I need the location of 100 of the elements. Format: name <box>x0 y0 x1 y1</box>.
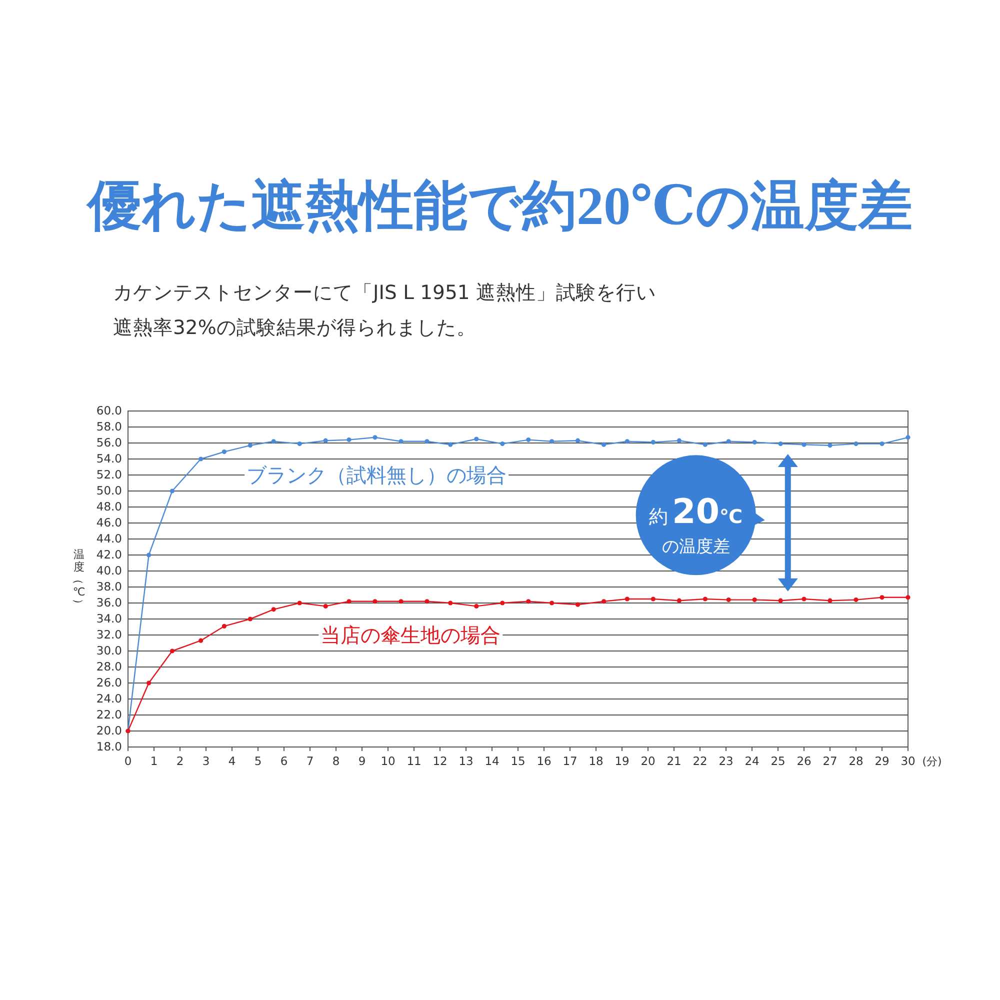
y-tick-label: 20.0 <box>96 724 122 738</box>
y-tick-label: 34.0 <box>96 612 122 626</box>
point <box>576 602 580 607</box>
point <box>424 599 430 604</box>
point <box>424 439 430 444</box>
point <box>550 439 554 444</box>
point <box>576 438 580 443</box>
point <box>526 599 531 604</box>
x-tick-label: 28 <box>848 754 864 768</box>
x-tick-label: 10 <box>380 754 396 768</box>
x-tick-label: 2 <box>176 754 184 768</box>
x-tick-label: 20 <box>640 754 656 768</box>
x-tick-label: 19 <box>614 754 630 768</box>
point <box>474 436 479 442</box>
y-axis-title: 温度（℃） <box>72 548 86 610</box>
x-tick-label: 6 <box>280 754 288 768</box>
y-tick-label: 60.0 <box>96 404 122 418</box>
point <box>802 442 806 447</box>
point <box>198 638 204 643</box>
point <box>676 598 682 603</box>
point <box>702 596 708 602</box>
y-tick-label: 36.0 <box>96 596 122 610</box>
y-tick-label: 58.0 <box>96 420 122 434</box>
y-tick-label: 28.0 <box>96 660 122 674</box>
point <box>526 438 531 442</box>
point <box>500 600 505 606</box>
point <box>146 552 152 558</box>
y-tick-label: 22.0 <box>96 708 122 722</box>
y-tick-label: 48.0 <box>96 500 122 514</box>
point <box>726 598 731 602</box>
point <box>752 598 757 602</box>
point <box>624 439 630 444</box>
y-tick-label: 40.0 <box>96 564 122 578</box>
point <box>778 442 783 446</box>
point <box>650 440 656 444</box>
point <box>854 598 858 602</box>
y-tick-label: 56.0 <box>96 436 122 450</box>
point <box>271 607 276 612</box>
point <box>550 600 554 606</box>
point <box>398 439 404 444</box>
point <box>448 442 453 447</box>
point <box>248 616 252 622</box>
x-tick-label: 15 <box>510 754 526 768</box>
point <box>222 624 226 628</box>
point <box>297 442 302 446</box>
point <box>854 442 858 446</box>
y-tick-label: 18.0 <box>96 740 122 754</box>
chart-subtitle: カケンテストセンターにて「JIS L 1951 遮熱性」試験を行い遮熱率32%の試験結果が得られました。 <box>113 281 656 339</box>
point <box>602 599 606 604</box>
x-tick-label: 18 <box>588 754 604 768</box>
x-tick-label: 0 <box>124 754 132 768</box>
point <box>448 600 453 606</box>
point <box>271 439 276 444</box>
series-label: ブランク（試料無し）の場合 <box>246 462 507 487</box>
x-tick-label: 5 <box>254 754 262 768</box>
point <box>372 435 378 440</box>
x-tick-label: 16 <box>536 754 552 768</box>
point <box>676 438 682 443</box>
point <box>906 595 910 600</box>
point <box>248 443 252 448</box>
x-tick-label: 30 <box>900 754 916 768</box>
x-tick-label: 3 <box>202 754 210 768</box>
x-tick-label: 4 <box>228 754 236 768</box>
y-tick-label: 32.0 <box>96 628 122 642</box>
x-tick-label: 11 <box>406 754 422 768</box>
point <box>346 599 352 604</box>
x-tick-label: 17 <box>562 754 578 768</box>
x-tick-label: 12 <box>432 754 448 768</box>
point <box>828 443 832 448</box>
point <box>726 439 731 444</box>
x-tick-label: 9 <box>358 754 366 768</box>
point <box>222 450 226 454</box>
point <box>906 435 910 440</box>
x-tick-label: 22 <box>692 754 708 768</box>
x-tick-label: 27 <box>822 754 838 768</box>
point <box>880 442 884 446</box>
point <box>398 599 404 604</box>
y-tick-label: 30.0 <box>96 644 122 658</box>
point <box>297 600 302 606</box>
point <box>702 442 708 447</box>
point <box>880 595 884 600</box>
point <box>778 598 783 603</box>
x-tick-label: 23 <box>718 754 734 768</box>
point <box>500 442 505 446</box>
x-tick-label: 7 <box>306 754 314 768</box>
x-tick-label: 25 <box>770 754 786 768</box>
y-tick-label: 54.0 <box>96 452 122 466</box>
point <box>752 440 757 444</box>
point <box>323 438 328 443</box>
x-tick-label: 1 <box>150 754 158 768</box>
point <box>170 488 174 494</box>
point <box>828 598 832 603</box>
point <box>323 604 328 608</box>
y-tick-label: 52.0 <box>96 468 122 482</box>
x-tick-label: 24 <box>744 754 760 768</box>
x-tick-label: 21 <box>666 754 682 768</box>
y-tick-label: 26.0 <box>96 676 122 690</box>
y-tick-label: 50.0 <box>96 484 122 498</box>
point <box>170 648 174 654</box>
x-tick-label: 14 <box>484 754 500 768</box>
